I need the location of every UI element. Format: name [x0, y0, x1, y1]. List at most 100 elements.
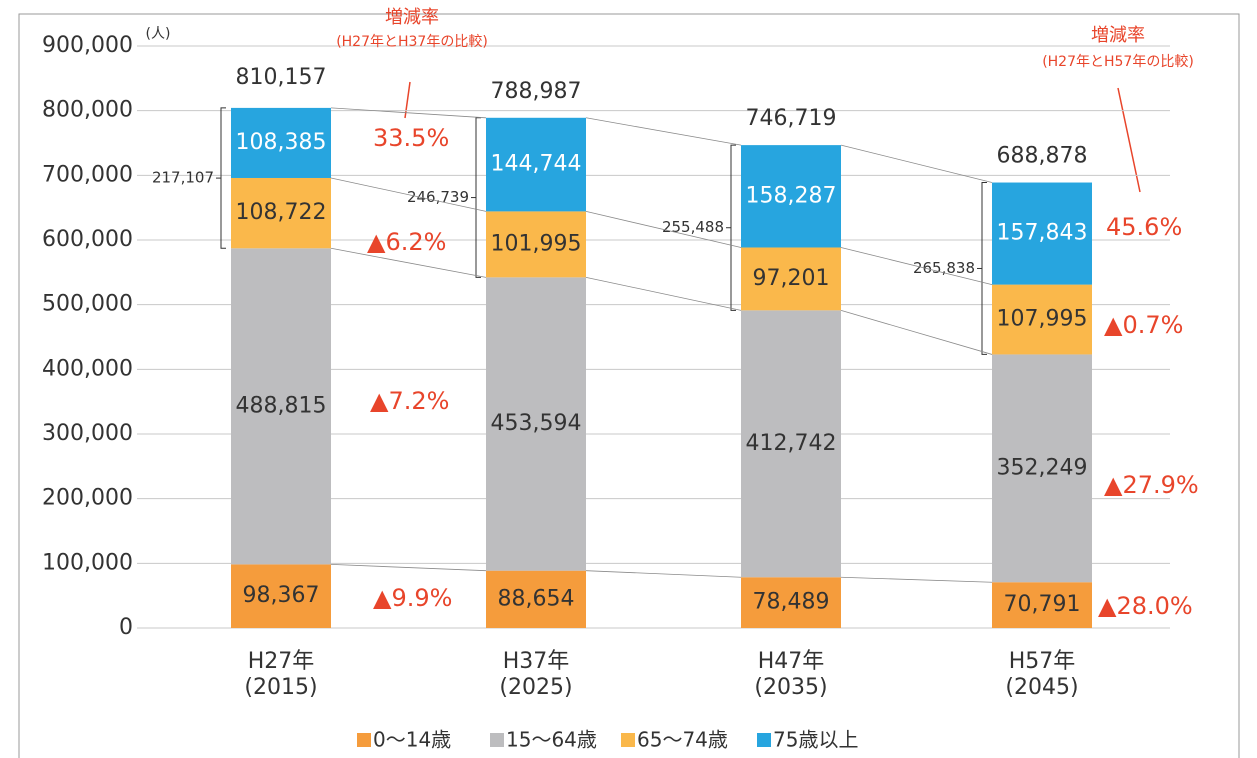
annotation: 増減率	[385, 7, 439, 28]
connector	[840, 144, 993, 183]
elderly-bracket	[220, 107, 226, 249]
connector	[585, 210, 742, 248]
y-tick-label: 500,000	[42, 292, 133, 317]
bar-segment	[741, 310, 841, 578]
annotation: ▲27.9%	[1104, 471, 1199, 499]
y-tick-label: 200,000	[42, 486, 133, 511]
x-tick-label: H57年(2045)	[1005, 649, 1078, 700]
segment-label: 108,385	[236, 130, 327, 155]
annotation: ▲7.2%	[370, 387, 449, 415]
total-label: 688,878	[997, 144, 1088, 169]
annotation: ▲0.7%	[1104, 311, 1183, 339]
y-tick-label: 700,000	[42, 162, 133, 187]
annotation: 増減率	[1091, 25, 1145, 46]
segment-label: 101,995	[491, 231, 582, 256]
x-tick-line: H47年	[758, 649, 825, 674]
connector	[840, 247, 993, 285]
annotation: ▲9.9%	[373, 584, 452, 612]
connector	[330, 247, 487, 278]
bar-segment	[992, 582, 1092, 628]
elderly-label: 246,739	[407, 188, 469, 206]
segment-label: 144,744	[491, 152, 582, 177]
y-tick-label: 900,000	[42, 33, 133, 58]
segment-label: 412,742	[746, 431, 837, 456]
annotation: ▲6.2%	[367, 228, 446, 256]
elderly-label: 217,107	[152, 169, 214, 187]
connector	[330, 177, 487, 212]
bar-segment	[741, 145, 841, 248]
legend-label: 65〜74歳	[637, 728, 728, 752]
x-tick-line: (2045)	[1005, 675, 1078, 700]
legend-label: 75歳以上	[773, 728, 858, 752]
y-tick-label: 0	[119, 615, 133, 640]
elderly-bracket	[730, 144, 736, 311]
segment-label: 158,287	[746, 183, 837, 208]
unit-label: (人)	[146, 26, 171, 42]
connector	[840, 309, 993, 355]
connector	[585, 276, 742, 311]
connector	[585, 570, 742, 578]
bar-segment	[231, 177, 331, 249]
elderly-bracket	[981, 182, 987, 355]
connector	[330, 107, 487, 119]
segment-label: 97,201	[753, 266, 830, 291]
segment-label: 78,489	[753, 590, 830, 615]
x-tick-line: H37年	[503, 649, 570, 674]
legend-label: 15〜64歳	[506, 728, 597, 752]
elderly-label: 265,838	[913, 259, 975, 277]
annotation: (H27年とH57年の比較)	[1042, 54, 1194, 70]
bar-segment	[231, 248, 331, 565]
elderly-label: 255,488	[662, 218, 724, 236]
bar-segment	[486, 211, 586, 278]
bar-segment	[992, 284, 1092, 355]
legend-swatch	[621, 733, 635, 747]
segment-label: 453,594	[491, 411, 582, 436]
legend-swatch	[757, 733, 771, 747]
x-tick-line: H27年	[248, 649, 315, 674]
legend-swatch	[357, 733, 371, 747]
segment-label: 98,367	[243, 583, 320, 608]
y-tick-label: 300,000	[42, 421, 133, 446]
annotation: 33.5%	[373, 124, 449, 152]
x-tick-label: H47年(2035)	[754, 649, 827, 700]
bar-segment	[231, 107, 331, 178]
segment-label: 157,843	[997, 221, 1088, 246]
segment-label: 352,249	[997, 455, 1088, 480]
x-tick-line: H57年	[1009, 649, 1076, 674]
segment-label: 88,654	[498, 586, 575, 611]
total-label: 810,157	[236, 65, 327, 90]
legend-label: 0〜14歳	[373, 728, 451, 752]
connector	[840, 576, 993, 583]
bar-segment	[231, 564, 331, 628]
x-tick-label: H27年(2015)	[244, 649, 317, 700]
bar-segment	[486, 570, 586, 628]
segment-label: 108,722	[236, 200, 327, 225]
frame	[18, 13, 1240, 758]
bar-segment	[741, 577, 841, 628]
connector	[330, 563, 487, 572]
bar-segment	[992, 182, 1092, 285]
annotation: ▲28.0%	[1098, 592, 1193, 620]
annotation-pointer	[1117, 87, 1141, 193]
y-tick-label: 400,000	[42, 356, 133, 381]
annotation-pointer	[404, 81, 411, 119]
segment-label: 488,815	[236, 393, 327, 418]
bar-segment	[486, 277, 586, 571]
bar-segment	[992, 354, 1092, 583]
connector	[585, 117, 742, 146]
y-tick-label: 100,000	[42, 550, 133, 575]
y-tick-label: 800,000	[42, 98, 133, 123]
x-tick-label: H37年(2025)	[499, 649, 572, 700]
annotation: 45.6%	[1106, 213, 1182, 241]
total-label: 788,987	[491, 79, 582, 104]
x-tick-line: (2035)	[754, 675, 827, 700]
x-tick-line: (2025)	[499, 675, 572, 700]
x-tick-line: (2015)	[244, 675, 317, 700]
total-label: 746,719	[746, 106, 837, 131]
y-tick-label: 600,000	[42, 227, 133, 252]
segment-label: 107,995	[997, 307, 1088, 332]
legend-swatch	[490, 733, 504, 747]
elderly-bracket	[475, 117, 481, 278]
annotation: (H27年とH37年の比較)	[336, 34, 488, 50]
